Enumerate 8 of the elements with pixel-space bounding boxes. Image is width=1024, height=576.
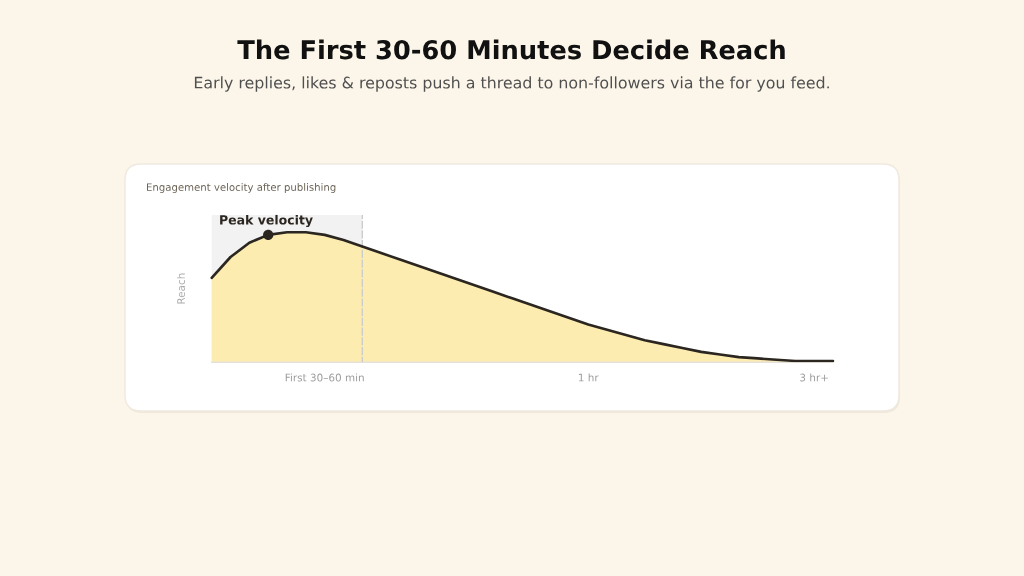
x-tick-label: 3 hr+ xyxy=(800,373,828,382)
chart-title: The First 30-60 Minutes Decide Reach xyxy=(237,39,785,60)
text: Peak velocity xyxy=(220,214,313,228)
x-tick-label: 1 hr xyxy=(578,373,599,382)
text: Engagement velocity after publishing xyxy=(146,183,336,193)
chart-subtitle: Early replies, likes & reposts push a thread to non-followers via the for you feed. xyxy=(194,76,829,92)
x-tick-label: First 30–60 min xyxy=(285,373,364,382)
y-axis-title: Reach xyxy=(176,273,185,304)
